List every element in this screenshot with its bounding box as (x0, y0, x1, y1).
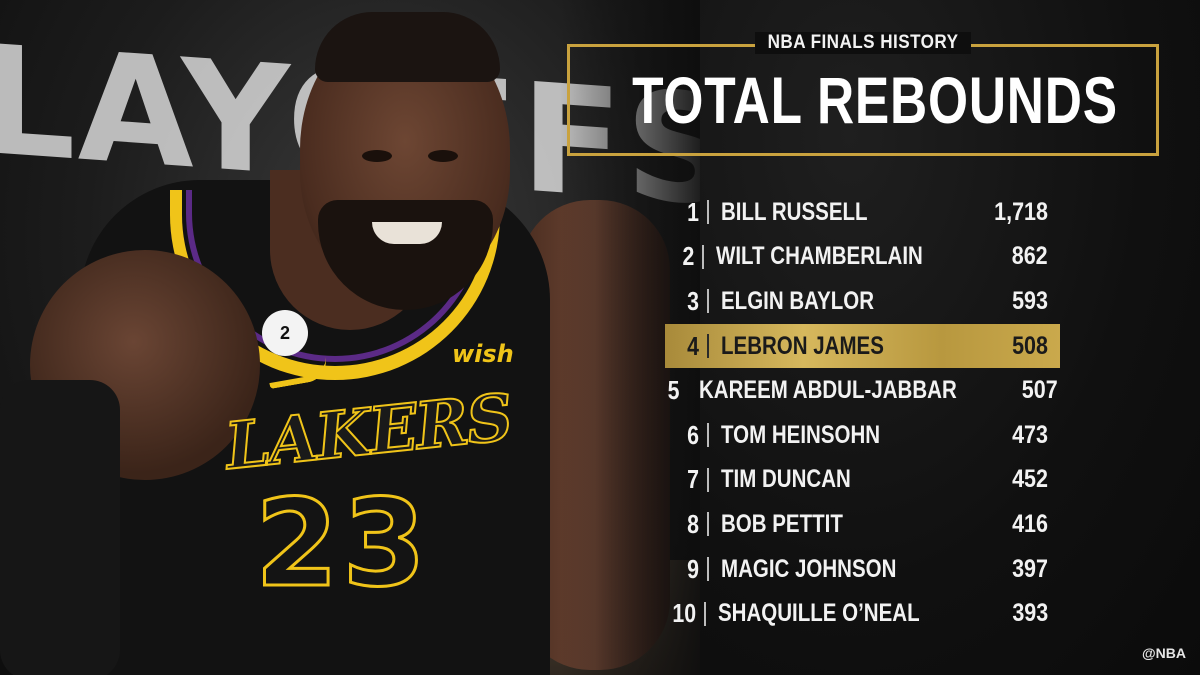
row-rebound-total: 416 (1012, 509, 1048, 538)
row-rank: 9 (687, 553, 699, 584)
row-player-name: ELGIN BAYLOR (721, 286, 875, 315)
row-divider (704, 601, 706, 626)
leaderboard-row: 5 KAREEM ABDUL-JABBAR 507 (665, 368, 1060, 413)
row-rebound-total: 507 (1021, 376, 1058, 405)
row-rebound-total: 397 (1012, 554, 1048, 583)
leaderboard-row: 1 BILL RUSSELL 1,718 (665, 190, 1060, 235)
player-left-eye (362, 150, 392, 162)
row-rank: 1 (687, 196, 699, 227)
row-rebound-total: 473 (1012, 420, 1048, 449)
row-divider (707, 289, 709, 314)
player-smile (372, 222, 442, 244)
row-rank: 7 (687, 464, 699, 495)
row-rebound-total: 1,718 (994, 197, 1048, 226)
row-rank: 3 (687, 285, 699, 316)
row-player-name: LEBRON JAMES (721, 331, 884, 360)
subtitle-wrap: NBA FINALS HISTORY (567, 32, 1159, 54)
row-rebound-total: 452 (1012, 465, 1048, 494)
row-rank: 5 (667, 375, 680, 406)
row-divider (707, 467, 709, 492)
row-player-name: MAGIC JOHNSON (721, 554, 897, 583)
row-rank: 4 (687, 330, 699, 361)
leaderboard-row: 7 TIM DUNCAN 452 (665, 458, 1060, 503)
row-divider (707, 334, 709, 359)
row-rank: 6 (687, 419, 699, 450)
row-rank: 2 (682, 241, 695, 272)
row-divider (707, 512, 709, 537)
leaderboard-row: 6 TOM HEINSOHN 473 (665, 413, 1060, 458)
player-photo: LAYOFFS 2 wish LAKERS 23 (0, 0, 700, 675)
row-player-name: SHAQUILLE O’NEAL (717, 599, 920, 628)
leaderboard-row: 10 SHAQUILLE O’NEAL 393 (665, 591, 1060, 636)
row-player-name: TOM HEINSOHN (721, 420, 881, 449)
row-divider (702, 244, 705, 269)
row-player-name: KAREEM ABDUL-JABBAR (699, 376, 958, 405)
row-rebound-total: 393 (1012, 599, 1048, 628)
row-player-name: BOB PETTIT (721, 509, 843, 538)
graphic-subtitle: NBA FINALS HISTORY (754, 32, 972, 54)
row-rank: 10 (672, 598, 697, 629)
row-player-name: WILT CHAMBERLAIN (716, 242, 923, 271)
leaderboard-row: 2 WILT CHAMBERLAIN 862 (665, 235, 1060, 280)
jersey-number: 23 (254, 474, 430, 616)
row-rank: 8 (687, 508, 699, 539)
memorial-heart-patch: 2 (262, 310, 308, 356)
leaderboard: 1 BILL RUSSELL 1,718 2 WILT CHAMBERLAIN … (665, 190, 1060, 636)
player-right-eye (428, 150, 458, 162)
nba-handle: @NBA (1142, 645, 1186, 661)
sponsor-patch: wish (452, 340, 514, 368)
row-rebound-total: 593 (1012, 286, 1048, 315)
row-rebound-total: 508 (1012, 331, 1048, 360)
graphic-title: TOTAL REBOUNDS (632, 63, 1118, 137)
leaderboard-row-highlighted: 4 LEBRON JAMES 508 (665, 323, 1060, 369)
row-player-name: TIM DUNCAN (721, 465, 851, 494)
row-divider (707, 557, 709, 582)
player-left-sleeve (0, 380, 120, 675)
leaderboard-row: 3 ELGIN BAYLOR 593 (665, 279, 1060, 324)
row-player-name: BILL RUSSELL (721, 197, 868, 226)
row-divider (707, 200, 709, 225)
leaderboard-row: 8 BOB PETTIT 416 (665, 502, 1060, 547)
row-divider (707, 423, 709, 448)
player-hair (315, 12, 500, 82)
leaderboard-row: 9 MAGIC JOHNSON 397 (665, 547, 1060, 592)
row-rebound-total: 862 (1012, 242, 1048, 271)
